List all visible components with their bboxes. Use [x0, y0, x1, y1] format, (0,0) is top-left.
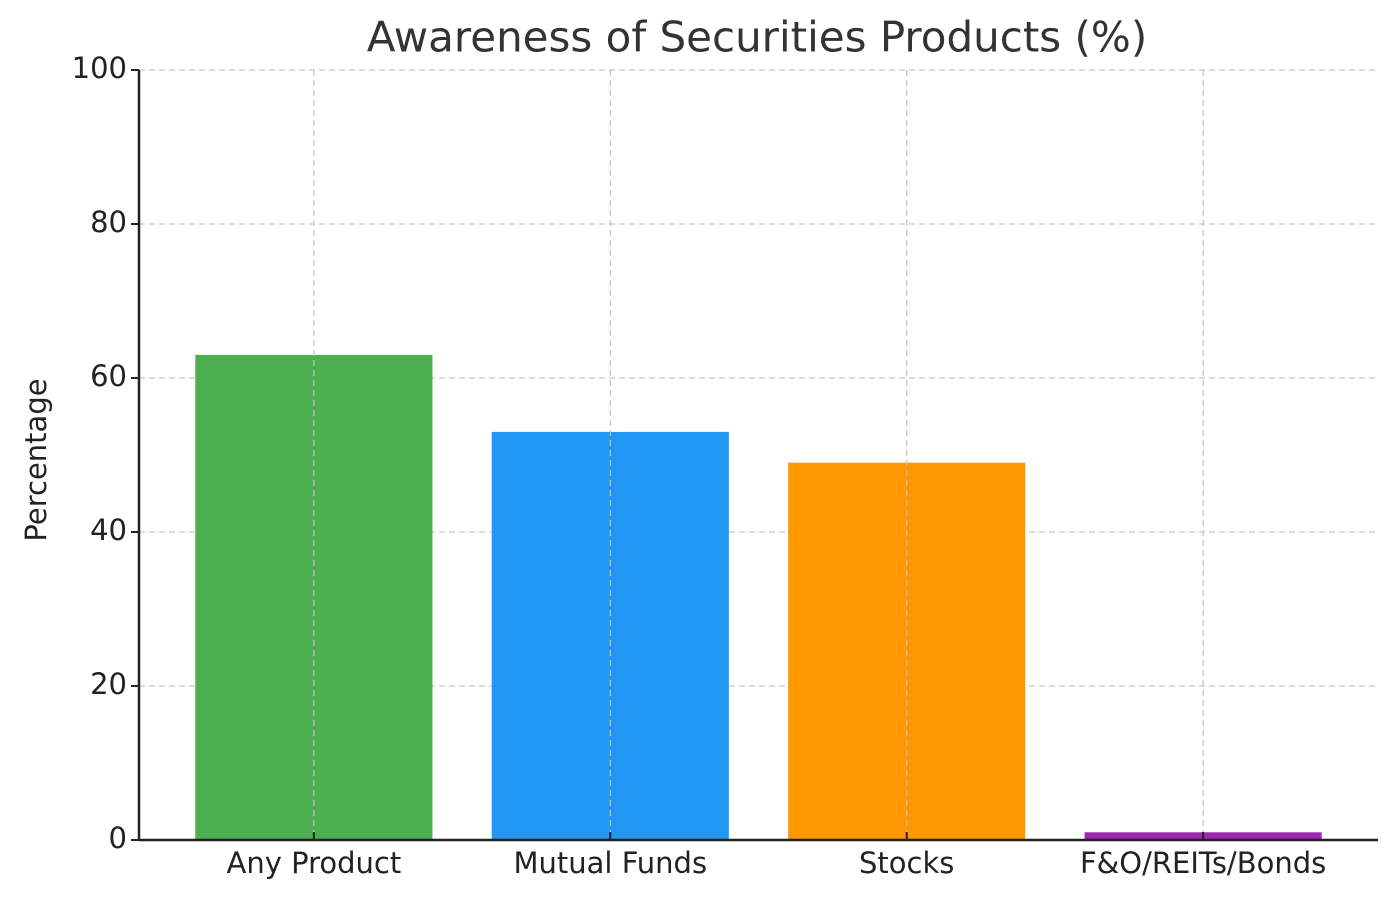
x-tick-label: F&O/REITs/Bonds — [1080, 846, 1326, 880]
bar — [195, 354, 433, 840]
y-tick-label: 80 — [90, 205, 127, 239]
x-tick-label: Any Product — [227, 846, 402, 880]
y-axis-label: Percentage — [19, 378, 53, 541]
x-tick-label: Mutual Funds — [514, 846, 708, 880]
y-tick-label: 100 — [72, 51, 127, 85]
x-tick-label: Stocks — [859, 846, 954, 880]
y-tick-label: 40 — [90, 513, 127, 547]
y-tick-label: 0 — [109, 821, 127, 855]
chart-title: Awareness of Securities Products (%) — [367, 13, 1147, 62]
y-tick-label: 60 — [90, 359, 127, 393]
y-tick-label: 20 — [90, 667, 127, 701]
